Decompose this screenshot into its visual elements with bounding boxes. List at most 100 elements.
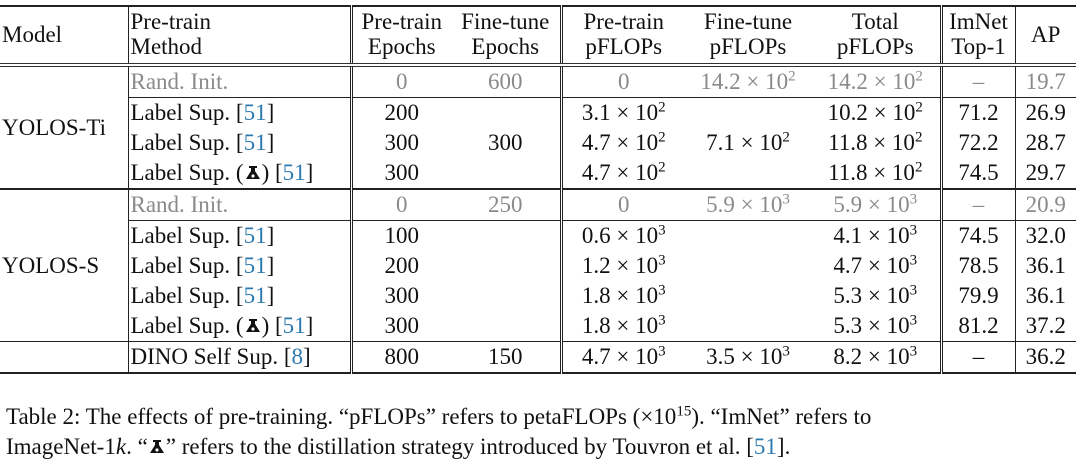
pt-pflops-cell: 1.8 × 103 — [559, 311, 685, 342]
sci-exponent: 3 — [658, 252, 666, 269]
total-pflops-cell: 4.7 × 103 — [811, 251, 941, 281]
citation-link[interactable]: 51 — [243, 283, 267, 308]
ft-epochs-cell — [451, 220, 561, 342]
citation-link[interactable]: 51 — [243, 223, 267, 248]
method-cell: Label Sup. [51] — [127, 281, 351, 311]
ft-pflops-cell: 3.5 × 103 — [685, 341, 811, 374]
ft-epochs-cell: 300 — [451, 97, 561, 189]
method-punct: ] — [266, 100, 275, 125]
sci-exponent: 3 — [909, 312, 918, 329]
pt-epochs-cell: 300 — [349, 311, 451, 342]
results-table-wrapper: Model Pre-train Method Pre-train Epochs Fi… — [0, 5, 1080, 374]
cell-text: 81.2 — [958, 313, 999, 338]
cell-text: 19.7 — [1025, 69, 1066, 94]
citation-link[interactable]: 51 — [282, 160, 306, 185]
sci-exponent: 2 — [914, 159, 923, 176]
method-punct: ] — [305, 160, 314, 185]
cell-text: 800 — [384, 344, 420, 369]
table-row-dino: DINO Self Sup. [8] 800 150 4.7 × 103 3.5 × 1… — [0, 341, 1076, 374]
cell-text: 0 — [396, 192, 408, 217]
header-pt-epochs: Pre-train Epochs — [349, 6, 451, 65]
cell-text: 26.9 — [1025, 100, 1066, 125]
cell-text: 300 — [384, 313, 420, 338]
pt-pflops-cell: 0 — [559, 63, 685, 98]
citation-link[interactable]: 51 — [243, 100, 267, 125]
table-row: Label Sup. () [51] 300 4.7 × 102 11.8 × 102… — [0, 158, 1076, 189]
imnet-cell: 74.5 — [939, 220, 1015, 251]
caption-ref-link[interactable]: 51 — [753, 434, 777, 459]
pt-epochs-cell: 100 — [349, 220, 451, 251]
model-name: YOLOS-S — [0, 188, 128, 342]
ft-pflops-cell: 5.9 × 103 — [685, 188, 811, 221]
pt-pflops-cell: 1.2 × 103 — [559, 251, 685, 281]
citation-link[interactable]: 51 — [243, 253, 267, 278]
sci-mantissa: 10.2 × 10 — [827, 100, 916, 125]
cell-text: 74.5 — [958, 223, 999, 248]
method-text: Label Sup. [ — [130, 223, 244, 248]
sci-exponent: 2 — [658, 159, 666, 176]
method-punct: ] — [266, 223, 275, 248]
cell-text: 36.2 — [1025, 344, 1066, 369]
sci-mantissa: 14.2 × 10 — [700, 69, 789, 94]
sci-mantissa: 7.1 × 10 — [706, 130, 783, 155]
pt-pflops-cell: 0.6 × 103 — [559, 220, 685, 251]
pt-pflops-cell: 4.7 × 102 — [559, 158, 685, 189]
pt-epochs-cell: 300 — [349, 281, 451, 311]
ap-cell: 36.2 — [1014, 341, 1076, 374]
sci-exponent: 3 — [909, 222, 918, 239]
method-punct: ] — [303, 344, 311, 369]
table-row: YOLOS-S Rand. Init. 0 250 0 5.9 × 103 5.9 × 10… — [0, 188, 1076, 342]
sci-exponent: 3 — [658, 222, 666, 239]
method-punct: ) [ — [261, 160, 283, 185]
sci-mantissa: 0 — [618, 69, 630, 94]
method-text: Label Sup. [ — [130, 130, 244, 155]
citation-link[interactable]: 8 — [291, 344, 304, 369]
imnet-cell: 78.5 — [939, 251, 1015, 281]
method-cell: Label Sup. () [51] — [127, 311, 351, 342]
cell-text: 72.2 — [958, 130, 999, 155]
total-pflops-cell: 5.9 × 103 — [811, 188, 941, 221]
results-table: Model Pre-train Method Pre-train Epochs Fi… — [0, 5, 1076, 374]
method-text: Label Sup. ( — [130, 160, 244, 185]
sci-exponent: 3 — [909, 343, 918, 360]
sci-mantissa: 0.6 × 10 — [581, 223, 659, 248]
cell-text: 0 — [396, 69, 408, 94]
cell-text: 200 — [384, 253, 420, 278]
sci-mantissa: 0 — [618, 192, 630, 217]
header-ap: AP — [1014, 6, 1076, 65]
results-body: YOLOS-Ti Rand. Init. 0 600 0 14.2 × 102 14.2 ×… — [0, 63, 1076, 374]
total-pflops-cell: 11.8 × 102 — [811, 128, 941, 158]
method-punct: ] — [305, 313, 314, 338]
cell-text: 79.9 — [958, 283, 999, 308]
cell-text: – — [972, 192, 985, 217]
sci-mantissa: 3.5 × 10 — [706, 344, 783, 369]
total-pflops-cell: 5.3 × 103 — [811, 281, 941, 311]
pt-epochs-cell: 300 — [349, 128, 451, 158]
table-row: YOLOS-Ti Rand. Init. 0 600 0 14.2 × 102 14.2 ×… — [0, 63, 1076, 189]
cell-text: 250 — [488, 192, 523, 217]
imnet-cell: – — [939, 63, 1015, 98]
pt-epochs-cell: 0 — [349, 63, 451, 98]
citation-link[interactable]: 51 — [243, 130, 267, 155]
cell-text: 200 — [384, 100, 420, 125]
table-row: Label Sup. [51] 300 4.7 × 102 11.8 × 102 72.… — [0, 128, 1076, 158]
ap-cell: 26.9 — [1014, 97, 1076, 128]
sci-exponent: 2 — [915, 99, 923, 116]
imnet-cell: – — [939, 341, 1015, 374]
method-cell: Label Sup. ( ) [51] — [127, 158, 351, 189]
method-cell: Label Sup. [51] — [127, 220, 351, 251]
citation-link[interactable]: 51 — [282, 313, 306, 338]
ft-epochs-cell: 250 — [451, 188, 561, 221]
header-model: Model — [2, 21, 63, 47]
method-cell: Label Sup. [51] — [127, 128, 351, 158]
table-caption: Table 2: The effects of pre-training. “p… — [6, 402, 1076, 462]
sci-mantissa: 5.3 × 10 — [833, 313, 910, 338]
ap-cell: 19.7 — [1014, 63, 1076, 98]
sci-mantissa: 1.2 × 10 — [581, 253, 659, 278]
sci-mantissa: 11.8 × 10 — [828, 130, 915, 155]
imnet-cell: 71.2 — [939, 97, 1015, 128]
sci-mantissa: 4.7 × 10 — [581, 344, 659, 369]
cell-text: 600 — [488, 69, 523, 94]
ft-epochs-cell: 150 — [451, 341, 561, 374]
header-ft-epochs: Fine-tune Epochs — [461, 9, 550, 59]
